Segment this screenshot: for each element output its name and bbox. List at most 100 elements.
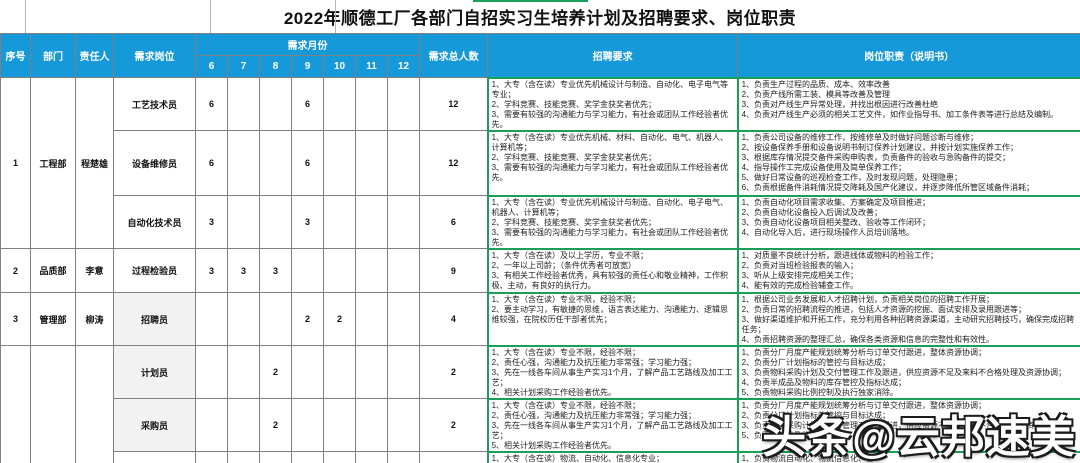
duties-cell: 1、负责生产过程的品质、成本、效率改善 2、负责产线所需工装、模具等改善及管理 3、… bbox=[736, 76, 1080, 132]
month-cell: 3 bbox=[195, 195, 228, 249]
watermark: 头条@云邦速美 bbox=[762, 413, 1076, 462]
month-cell bbox=[355, 292, 388, 346]
duties-cell: 1、负责分厂月度产能规划统筹分析与订单交付跟进，整体资源协调； 2、负责分厂计划指… bbox=[736, 344, 1080, 400]
requirements-cell: 1、大专（含在读）专业不限，经验不限； 2、要主动学习，有敏捷的思维，语言表达能力… bbox=[486, 291, 739, 347]
table-row: 4智能制造部陈国富计划员221、大专（含在读）专业不限，经验不限；2、责任心强，… bbox=[0, 344, 1080, 463]
gridline bbox=[25, 0, 26, 33]
month-cell bbox=[355, 248, 388, 293]
month-cell bbox=[291, 248, 324, 293]
month-cell: 1 bbox=[227, 451, 260, 463]
month-cell bbox=[323, 345, 356, 399]
month-cell bbox=[386, 451, 421, 463]
duties-cell: 1、对质量不良统计分析，跟进线体或物料的检验工作； 2、负责对当班检验报表的输入；… bbox=[736, 247, 1080, 294]
month-cell: 2 bbox=[259, 345, 292, 399]
col-header-month: 12 bbox=[386, 55, 421, 78]
month-cell: 3 bbox=[227, 248, 260, 293]
month-cell bbox=[323, 451, 356, 463]
col-header-requirements: 招聘要求 bbox=[487, 33, 739, 78]
month-cell bbox=[386, 292, 421, 346]
green-border-remnant bbox=[473, 0, 588, 2]
owner-cell: 程楚雄 bbox=[75, 77, 114, 249]
month-cell: 3 bbox=[259, 248, 292, 293]
dept-cell: 管理部 bbox=[30, 292, 76, 346]
total-cell: 2 bbox=[419, 398, 489, 452]
month-cell: 2 bbox=[259, 398, 292, 452]
total-cell: 9 bbox=[419, 248, 489, 293]
month-cell bbox=[386, 130, 421, 196]
month-cell bbox=[227, 398, 260, 452]
month-cell bbox=[323, 130, 356, 196]
dept-cell: 品质部 bbox=[30, 248, 76, 293]
duties-cell: 1、根据公司业务发展和人才招聘计划，负责相关岗位的招聘工作开展； 2、负责日常的招… bbox=[736, 291, 1080, 347]
total-cell: 12 bbox=[419, 77, 489, 131]
page-title: 2022年顺德工厂各部门自招实习生培养计划及招聘要求、岗位职责 bbox=[283, 9, 797, 28]
col-header-month: 11 bbox=[355, 55, 388, 78]
duties-cell: 1、负责物流自动化、物流信息化、各2、负责对器具标准化、条码化项目3、负责对现有… bbox=[736, 450, 1080, 463]
table-row: 物流改善员11131、大专（含在读）物流、自动化、信息化专业；2、有责任心，要主… bbox=[1, 450, 1080, 463]
month-cell: 6 bbox=[195, 130, 228, 196]
month-cell bbox=[259, 292, 292, 346]
requirements-cell: 1、大专（含在读）专业优先机械、材料、自动化、电气、机器人、计算机等； 2、学科竞… bbox=[486, 129, 739, 197]
col-header-duties: 岗位职责（说明书） bbox=[737, 33, 1080, 78]
month-cell bbox=[386, 398, 421, 452]
seq-cell: 1 bbox=[0, 77, 31, 249]
position-cell: 工艺技术员 bbox=[113, 77, 196, 131]
owner-cell: 柳涛 bbox=[75, 292, 114, 346]
month-cell bbox=[323, 248, 356, 293]
dept-cell: 工程部 bbox=[30, 77, 76, 249]
month-cell bbox=[195, 345, 228, 399]
total-cell: 12 bbox=[419, 130, 489, 196]
duties-cell: 1、负责自动化项目需求收集、方案确定及项目推进； 2、负责自动化设备投入后调试及改… bbox=[736, 194, 1080, 250]
month-cell bbox=[355, 77, 388, 131]
seq-cell: 2 bbox=[0, 248, 31, 293]
month-cell bbox=[227, 345, 260, 399]
month-cell bbox=[355, 451, 388, 463]
month-cell bbox=[291, 345, 324, 399]
position-cell: 采购员 bbox=[113, 398, 196, 452]
month-cell: 2 bbox=[291, 292, 324, 346]
month-cell bbox=[227, 195, 260, 249]
requirements-cell: 1、大专（含在读）物流、自动化、信息化专业；2、有责任心，要主动学习，有敏捷的思… bbox=[486, 450, 739, 463]
month-cell bbox=[195, 451, 228, 463]
month-cell bbox=[386, 345, 421, 399]
owner-cell: 李意 bbox=[75, 248, 114, 293]
position-cell: 过程检验员 bbox=[113, 248, 196, 293]
month-cell: 6 bbox=[291, 130, 324, 196]
duties-cell: 1、负责公司设备的维修工作，按维修单及时做好问题诊断与维修； 2、按设备保养手册和… bbox=[736, 129, 1080, 197]
col-header-months-group: 需求月份 bbox=[194, 33, 421, 56]
table-row: 3 管理部 柳涛 招聘员 2 2 4 1、大专（含在读）专业不限，经验不限； 2、要主动学习，有… bbox=[0, 291, 1080, 347]
month-cell bbox=[323, 195, 356, 249]
requirements-cell: 1、大专（含在读）专业不限，经验不限； 2、责任心强，沟通能力及抗压能力非常强；学… bbox=[486, 397, 739, 453]
month-cell bbox=[227, 292, 260, 346]
month-cell bbox=[259, 195, 292, 249]
col-header-total: 需求总人数 bbox=[419, 33, 489, 78]
header-row-1: 序号 部门 责任人 需求岗位 需求月份 需求总人数 招聘要求 岗位职责（说明书） bbox=[0, 33, 1080, 78]
col-header-position: 需求岗位 bbox=[113, 33, 196, 78]
table-row: 1 工程部 程楚雄 工艺技术员 6 6 12 1、大专（含在读）专业优先机械设计与制造、自动化… bbox=[0, 76, 1080, 249]
month-cell: 1 bbox=[259, 451, 292, 463]
gridline bbox=[335, 0, 336, 33]
position-cell: 招聘员 bbox=[113, 292, 196, 346]
seq-cell: 3 bbox=[0, 292, 31, 346]
total-cell: 4 bbox=[419, 292, 489, 346]
col-header-month: 8 bbox=[259, 55, 292, 78]
month-cell bbox=[355, 398, 388, 452]
month-cell: 1 bbox=[291, 451, 324, 463]
month-cell bbox=[227, 130, 260, 196]
col-header-seq: 序号 bbox=[0, 33, 31, 78]
month-cell bbox=[355, 195, 388, 249]
month-cell bbox=[195, 398, 228, 452]
col-header-month: 10 bbox=[323, 55, 356, 78]
month-cell: 2 bbox=[323, 292, 356, 346]
duties-cell: 1、负责分厂月度产能规划统筹分析与订单交付跟进，整体资源协调； 2、负责分厂计划指… bbox=[736, 397, 1080, 453]
month-cell bbox=[323, 398, 356, 452]
title-row: 2022年顺德工厂各部门自招实习生培养计划及招聘要求、岗位职责 bbox=[0, 0, 1080, 33]
month-cell bbox=[386, 195, 421, 249]
month-cell bbox=[195, 292, 228, 346]
month-cell: 3 bbox=[291, 195, 324, 249]
position-cell: 计划员 bbox=[113, 345, 196, 399]
month-cell bbox=[259, 77, 292, 131]
month-cell bbox=[355, 345, 388, 399]
total-cell: 6 bbox=[419, 195, 489, 249]
